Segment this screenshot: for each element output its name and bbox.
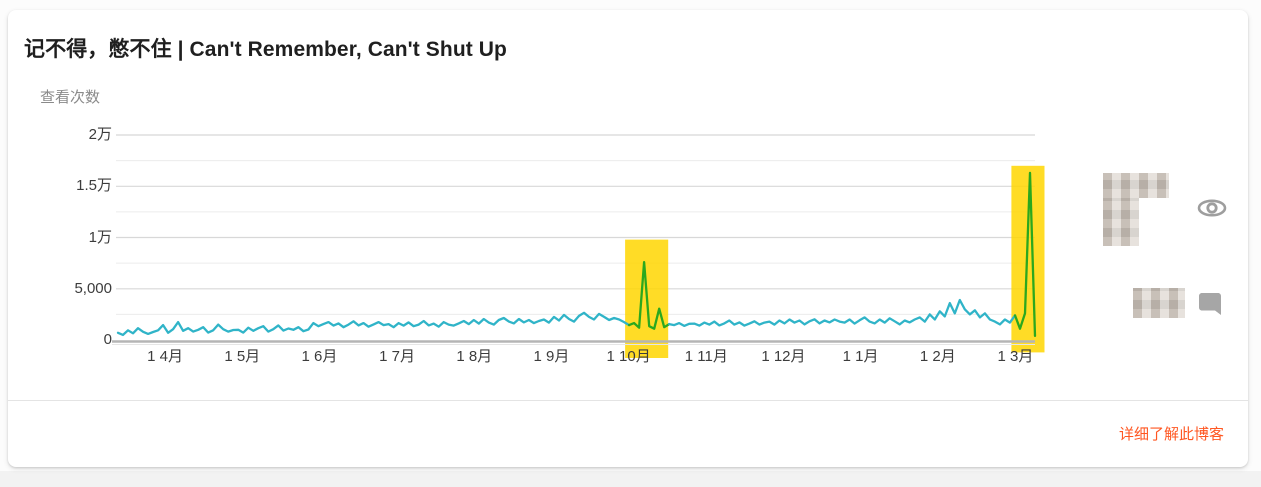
page-background-strip xyxy=(0,471,1261,487)
blog-details-link[interactable]: 详细了解此博客 xyxy=(1118,426,1224,443)
redacted-views-count-wrap xyxy=(1103,198,1139,246)
metric-label: 查看次数 xyxy=(40,89,101,106)
views-line-chart-svg xyxy=(112,134,1045,358)
redacted-views-count xyxy=(1103,173,1169,198)
redacted-comments-count xyxy=(1133,288,1185,318)
blog-title: 记不得，憋不住 | Can't Remember, Can't Shut Up xyxy=(24,38,507,61)
footer-divider xyxy=(8,400,1248,401)
blog-stats-card: 记不得，憋不住 | Can't Remember, Can't Shut Up … xyxy=(8,10,1248,467)
views-chart: 2万 1.5万 1万 5,000 0 1 4月 1 5月 1 6月 1 7月 1 8月 1 9月 1 … xyxy=(8,10,1248,466)
comment-bubble-icon xyxy=(1197,291,1223,322)
eye-icon xyxy=(1196,196,1228,225)
